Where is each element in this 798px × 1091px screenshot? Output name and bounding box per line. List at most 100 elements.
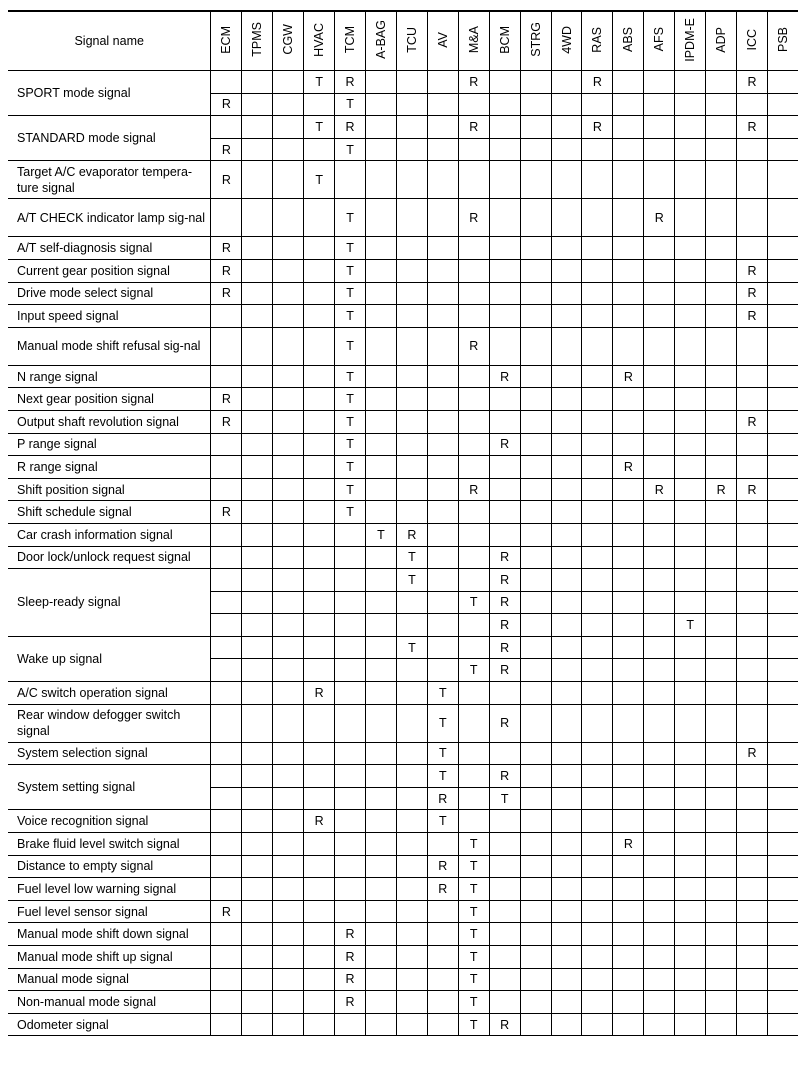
cell-strg	[519, 809, 552, 834]
cell-m-a	[457, 236, 490, 260]
cell-psb	[767, 364, 798, 389]
cell-tcu	[395, 590, 428, 615]
table-row: R range signal T R	[8, 455, 798, 479]
table-row: Brake fluid level switch signal T R	[8, 832, 798, 856]
cell-psb	[767, 409, 798, 434]
cell-tcm	[334, 877, 367, 901]
cell-afs	[643, 945, 676, 969]
cell-icc	[736, 455, 768, 479]
column-header-label: A-BAG	[373, 20, 388, 59]
cell-strg	[519, 967, 552, 992]
table-row: Current gear position signal R T R	[8, 258, 798, 283]
cell-psb	[767, 741, 798, 766]
cell-adp	[705, 70, 738, 94]
cell-bcm	[488, 877, 521, 901]
cell-adp	[705, 409, 738, 434]
cell-tpms	[241, 477, 274, 502]
cell-icc	[736, 967, 768, 992]
cell-av	[426, 590, 459, 615]
cell-strg	[519, 922, 552, 946]
cell-ipdm-e	[674, 160, 707, 200]
cell-m-a	[457, 258, 490, 283]
cell-ecm	[210, 741, 243, 766]
cell-icc	[736, 613, 768, 637]
cell-4wd	[550, 70, 583, 94]
cell-adp	[705, 741, 738, 766]
cell-bcm	[488, 137, 521, 162]
cell-a-bag	[365, 899, 397, 924]
cell-tcu	[395, 326, 428, 366]
cell-tcm: T	[334, 455, 367, 479]
cell-av: T	[426, 809, 459, 834]
cell-ras	[581, 681, 614, 705]
cell-ras	[581, 990, 614, 1014]
cell-abs	[612, 1012, 645, 1037]
cell-afs	[643, 70, 676, 94]
cell-tcm	[334, 854, 367, 879]
cell-hvac: T	[303, 115, 336, 139]
cell-afs	[643, 236, 676, 260]
signal-name: Shift position signal	[8, 477, 212, 502]
cell-adp	[705, 703, 738, 743]
cell-av	[426, 922, 459, 946]
table-row: Shift position signal T R R R R	[8, 477, 798, 502]
cell-a-bag	[365, 137, 397, 162]
cell-hvac	[303, 590, 336, 615]
table-row: Car crash information signal T R	[8, 522, 798, 547]
cell-psb	[767, 115, 798, 139]
cell-psb	[767, 500, 798, 524]
cell-hvac	[303, 613, 336, 637]
cell-ras	[581, 364, 614, 389]
cell-tcm	[334, 613, 367, 637]
cell-m-a: R	[457, 115, 490, 139]
cell-bcm: R	[488, 364, 521, 389]
cell-adp	[705, 326, 738, 366]
cell-icc: R	[736, 258, 768, 283]
cell-ecm	[210, 70, 243, 94]
cell-afs	[643, 681, 676, 705]
cell-tcm: R	[334, 945, 367, 969]
cell-bcm: R	[488, 658, 521, 683]
cell-4wd	[550, 160, 583, 200]
cell-bcm: R	[488, 590, 521, 615]
cell-adp	[705, 258, 738, 283]
column-header: ECM	[210, 10, 243, 71]
cell-cgw	[272, 115, 305, 139]
cell-psb	[767, 1012, 798, 1037]
cell-m-a	[457, 809, 490, 834]
cell-a-bag	[365, 590, 397, 615]
cell-psb	[767, 455, 798, 479]
cell-tcu	[395, 741, 428, 766]
cell-ras	[581, 432, 614, 457]
column-header-label: ECM	[219, 25, 234, 54]
signal-name: R range signal	[8, 455, 212, 479]
cell-afs	[643, 990, 676, 1014]
cell-tpms	[241, 304, 274, 328]
column-header-label: ABS	[621, 26, 636, 52]
cell-tcu	[395, 945, 428, 969]
cell-ecm	[210, 304, 243, 328]
cell-av	[426, 115, 459, 139]
cell-adp: R	[705, 477, 738, 502]
cell-ras	[581, 832, 614, 856]
signal-name: Non-manual mode signal	[8, 990, 212, 1014]
cell-tcm: T	[334, 137, 367, 162]
cell-ras	[581, 568, 614, 592]
signal-name: Fuel level low warning signal	[8, 877, 212, 901]
cell-abs	[612, 703, 645, 743]
cell-tcu	[395, 92, 428, 117]
cell-ras	[581, 764, 614, 788]
cell-tcu	[395, 681, 428, 705]
cell-m-a: T	[457, 854, 490, 879]
cell-abs	[612, 500, 645, 524]
table-row: Next gear position signal R T	[8, 387, 798, 411]
column-header-label: M&A	[466, 25, 481, 54]
cell-tpms	[241, 590, 274, 615]
cell-psb	[767, 635, 798, 660]
cell-afs	[643, 364, 676, 389]
cell-psb	[767, 137, 798, 162]
table-row: SPORT mode signal T R R R R	[8, 69, 798, 117]
column-header-label: IPDM-E	[683, 17, 698, 62]
cell-av	[426, 990, 459, 1014]
cell-adp	[705, 990, 738, 1014]
